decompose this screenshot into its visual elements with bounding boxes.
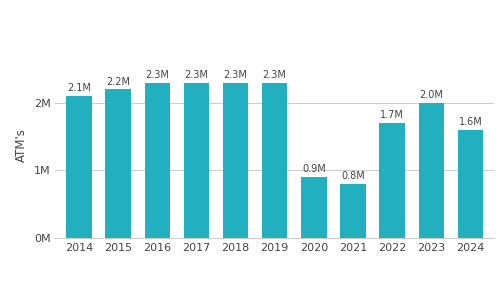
Bar (262, 83, 287, 238)
Text: ATM's (millions): ATM's (millions) (192, 13, 312, 28)
Text: 0.9M: 0.9M (302, 164, 326, 174)
Text: 1.6M: 1.6M (459, 117, 482, 127)
Bar (418, 103, 444, 238)
Bar (105, 89, 131, 238)
Text: 2.3M: 2.3M (224, 70, 247, 80)
Bar (223, 83, 248, 238)
Text: 2.3M: 2.3M (263, 70, 287, 80)
Text: 2.3M: 2.3M (184, 70, 208, 80)
Y-axis label: ATM's: ATM's (15, 128, 28, 162)
Bar (380, 123, 405, 238)
Bar (340, 184, 366, 238)
Text: 2.0M: 2.0M (419, 90, 443, 100)
Bar (66, 96, 92, 238)
Text: 2.3M: 2.3M (145, 70, 169, 80)
Bar (183, 83, 209, 238)
Text: 0.8M: 0.8M (341, 171, 365, 181)
Text: 2.2M: 2.2M (106, 77, 130, 87)
Bar (301, 177, 327, 238)
Text: 2.1M: 2.1M (67, 83, 91, 93)
Bar (458, 130, 483, 238)
Bar (145, 83, 170, 238)
Text: 1.7M: 1.7M (380, 110, 404, 121)
